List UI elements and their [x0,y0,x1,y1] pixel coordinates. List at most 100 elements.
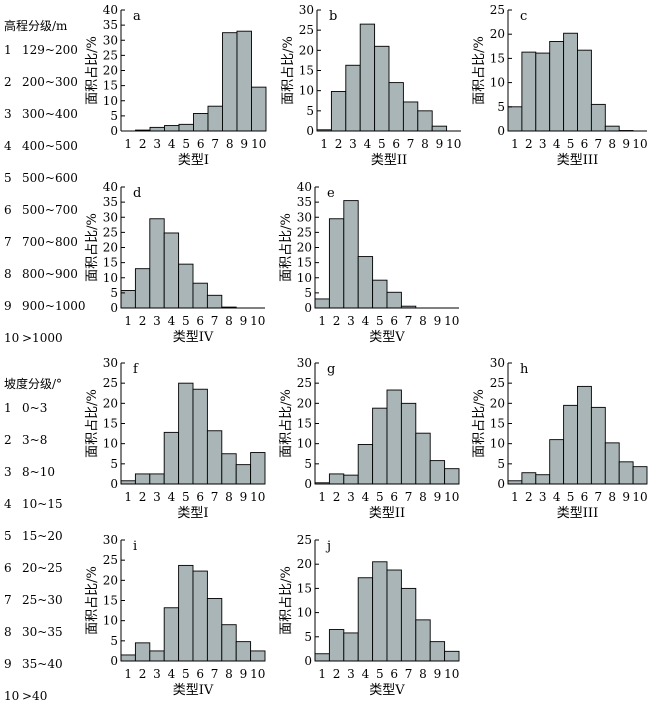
bar [375,46,389,131]
x-tick-label: 10 [444,667,459,681]
bar [387,292,401,308]
y-tick-label: 15 [297,417,312,431]
y-tick-label: 10 [103,437,118,451]
y-tick-label: 25 [297,533,312,547]
bar [387,570,401,661]
bar [236,465,250,484]
panel-letter: c [520,9,527,24]
x-tick-label: 10 [250,490,265,504]
x-tick-label: 7 [405,490,413,504]
bar [236,642,250,661]
x-tick-label: 9 [622,490,630,504]
bar [550,41,564,131]
panel-letter: b [329,9,337,24]
x-tick-label: 6 [581,137,589,151]
x-tick-label: 1 [124,314,132,328]
y-tick-label: 0 [110,477,118,491]
x-tick-label: 2 [525,490,533,504]
y-tick-label: 15 [490,417,505,431]
bar [418,111,432,131]
bar [416,433,430,484]
bar [251,651,265,661]
bar [522,473,536,484]
y-tick-label: 25 [297,376,312,390]
bar [445,469,459,484]
x-tick-label: 1 [511,137,519,151]
x-tick-label: 7 [407,137,415,151]
bar [135,643,149,661]
bar [315,654,329,661]
panel-letter: d [133,186,141,201]
y-axis-title: 面积占比/% [85,213,100,282]
bar [430,642,444,661]
x-tick-label: 8 [419,667,427,681]
x-tick-label: 6 [197,137,205,151]
y-tick-label: 30 [299,3,314,17]
bar [445,651,459,661]
y-tick-label: 20 [297,396,312,410]
bar [135,269,149,308]
x-axis-title: 类型V [369,683,405,698]
y-tick-label: 10 [297,437,312,451]
x-tick-label: 3 [349,137,357,151]
panel-letter: a [133,9,141,24]
x-tick-label: 10 [250,667,265,681]
y-tick-label: 5 [304,457,312,471]
bar [346,65,360,131]
y-tick-label: 15 [297,256,312,270]
bar [344,475,358,484]
x-tick-label: 3 [347,667,355,681]
x-tick-label: 5 [567,490,575,504]
y-tick-label: 5 [304,630,312,644]
bar [207,295,221,308]
y-axis-title: 面积占比/% [472,36,487,105]
x-tick-label: 7 [211,667,219,681]
x-tick-label: 1 [318,490,326,504]
x-axis-title: 类型II [371,153,407,168]
y-tick-label: 15 [103,417,118,431]
y-tick-label: 20 [490,396,505,410]
x-tick-label: 10 [632,137,647,151]
x-tick-label: 7 [211,490,219,504]
bar [223,33,238,131]
y-tick-label: 35 [297,195,312,209]
x-tick-label: 5 [182,490,190,504]
y-tick-label: 10 [490,437,505,451]
x-tick-label: 3 [153,667,161,681]
x-tick-label: 2 [139,137,147,151]
y-tick-label: 40 [103,180,118,194]
bar [536,53,550,131]
x-tick-label: 7 [595,490,603,504]
x-tick-label: 10 [632,490,647,504]
y-tick-label: 5 [110,634,118,648]
x-tick-label: 1 [320,137,328,151]
y-tick-label: 5 [304,286,312,300]
x-axis-title: 类型I [178,153,209,168]
bar [578,50,592,131]
y-tick-label: 15 [490,51,505,65]
y-tick-label: 40 [103,3,118,17]
bar [373,280,387,308]
y-tick-label: 20 [103,396,118,410]
y-tick-label: 40 [297,180,312,194]
bar [150,127,165,131]
x-tick-label: 10 [446,137,461,151]
y-tick-label: 15 [103,79,118,93]
x-tick-label: 4 [168,137,176,151]
y-tick-label: 10 [297,606,312,620]
x-tick-label: 5 [378,137,386,151]
x-tick-label: 8 [419,490,427,504]
x-tick-label: 3 [539,137,547,151]
bar [401,588,415,661]
bar [222,625,236,661]
y-axis-title: 面积占比/% [279,213,294,282]
x-tick-label: 1 [511,490,519,504]
bar [564,405,578,484]
x-tick-label: 2 [139,667,147,681]
y-tick-label: 25 [297,225,312,239]
bar [416,620,430,661]
x-tick-label: 10 [251,137,266,151]
